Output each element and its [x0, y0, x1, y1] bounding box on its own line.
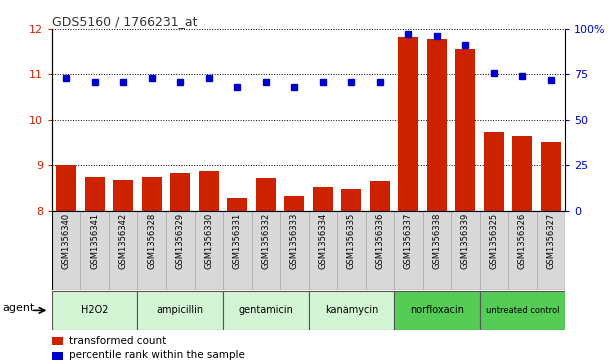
- Bar: [81, 211, 109, 290]
- Bar: [398, 37, 419, 211]
- Bar: [52, 351, 63, 360]
- Bar: [113, 180, 133, 211]
- Bar: [137, 291, 223, 330]
- Bar: [484, 132, 504, 211]
- Bar: [313, 187, 333, 211]
- Text: GSM1356341: GSM1356341: [90, 213, 99, 269]
- Bar: [142, 176, 162, 211]
- Bar: [536, 211, 565, 290]
- Text: ampicillin: ampicillin: [156, 305, 204, 315]
- Text: GSM1356340: GSM1356340: [62, 213, 71, 269]
- Bar: [541, 142, 561, 211]
- Bar: [85, 178, 104, 211]
- Bar: [109, 211, 137, 290]
- Bar: [423, 211, 451, 290]
- Text: GSM1356329: GSM1356329: [176, 213, 185, 269]
- Text: untreated control: untreated control: [486, 306, 559, 315]
- Text: transformed count: transformed count: [69, 336, 166, 346]
- Bar: [170, 173, 190, 211]
- Text: GSM1356338: GSM1356338: [433, 213, 441, 269]
- Text: GSM1356335: GSM1356335: [347, 213, 356, 269]
- Bar: [370, 181, 390, 211]
- Text: GSM1356333: GSM1356333: [290, 213, 299, 269]
- Text: GSM1356327: GSM1356327: [546, 213, 555, 269]
- Bar: [252, 211, 280, 290]
- Bar: [480, 211, 508, 290]
- Text: GSM1356326: GSM1356326: [518, 213, 527, 269]
- Bar: [227, 198, 247, 211]
- Bar: [52, 211, 81, 290]
- Bar: [508, 211, 536, 290]
- Bar: [284, 196, 304, 211]
- Text: norfloxacin: norfloxacin: [410, 305, 464, 315]
- Text: GSM1356337: GSM1356337: [404, 213, 413, 269]
- Text: GSM1356332: GSM1356332: [262, 213, 270, 269]
- Bar: [394, 211, 423, 290]
- Text: GSM1356336: GSM1356336: [375, 213, 384, 269]
- Bar: [199, 171, 219, 211]
- Text: H2O2: H2O2: [81, 305, 109, 315]
- Bar: [194, 211, 223, 290]
- Text: GDS5160 / 1766231_at: GDS5160 / 1766231_at: [52, 15, 197, 28]
- Bar: [427, 39, 447, 211]
- Bar: [256, 178, 276, 211]
- Text: GSM1356330: GSM1356330: [204, 213, 213, 269]
- Bar: [166, 211, 194, 290]
- Bar: [342, 189, 361, 211]
- Bar: [309, 291, 394, 330]
- Bar: [480, 291, 565, 330]
- Text: GSM1356325: GSM1356325: [489, 213, 499, 269]
- Bar: [137, 211, 166, 290]
- Bar: [394, 291, 480, 330]
- Text: GSM1356339: GSM1356339: [461, 213, 470, 269]
- Bar: [513, 136, 532, 211]
- Bar: [52, 291, 137, 330]
- Bar: [451, 211, 480, 290]
- Bar: [337, 211, 365, 290]
- Bar: [56, 165, 76, 211]
- Bar: [223, 211, 252, 290]
- Text: kanamycin: kanamycin: [324, 305, 378, 315]
- Text: GSM1356342: GSM1356342: [119, 213, 128, 269]
- Bar: [280, 211, 309, 290]
- Bar: [52, 337, 63, 345]
- Text: GSM1356334: GSM1356334: [318, 213, 327, 269]
- Text: percentile rank within the sample: percentile rank within the sample: [69, 351, 245, 360]
- Bar: [309, 211, 337, 290]
- Text: GSM1356328: GSM1356328: [147, 213, 156, 269]
- Bar: [223, 291, 309, 330]
- Bar: [455, 49, 475, 211]
- Text: gentamicin: gentamicin: [238, 305, 293, 315]
- Text: GSM1356331: GSM1356331: [233, 213, 242, 269]
- Bar: [365, 211, 394, 290]
- Text: agent: agent: [2, 303, 35, 313]
